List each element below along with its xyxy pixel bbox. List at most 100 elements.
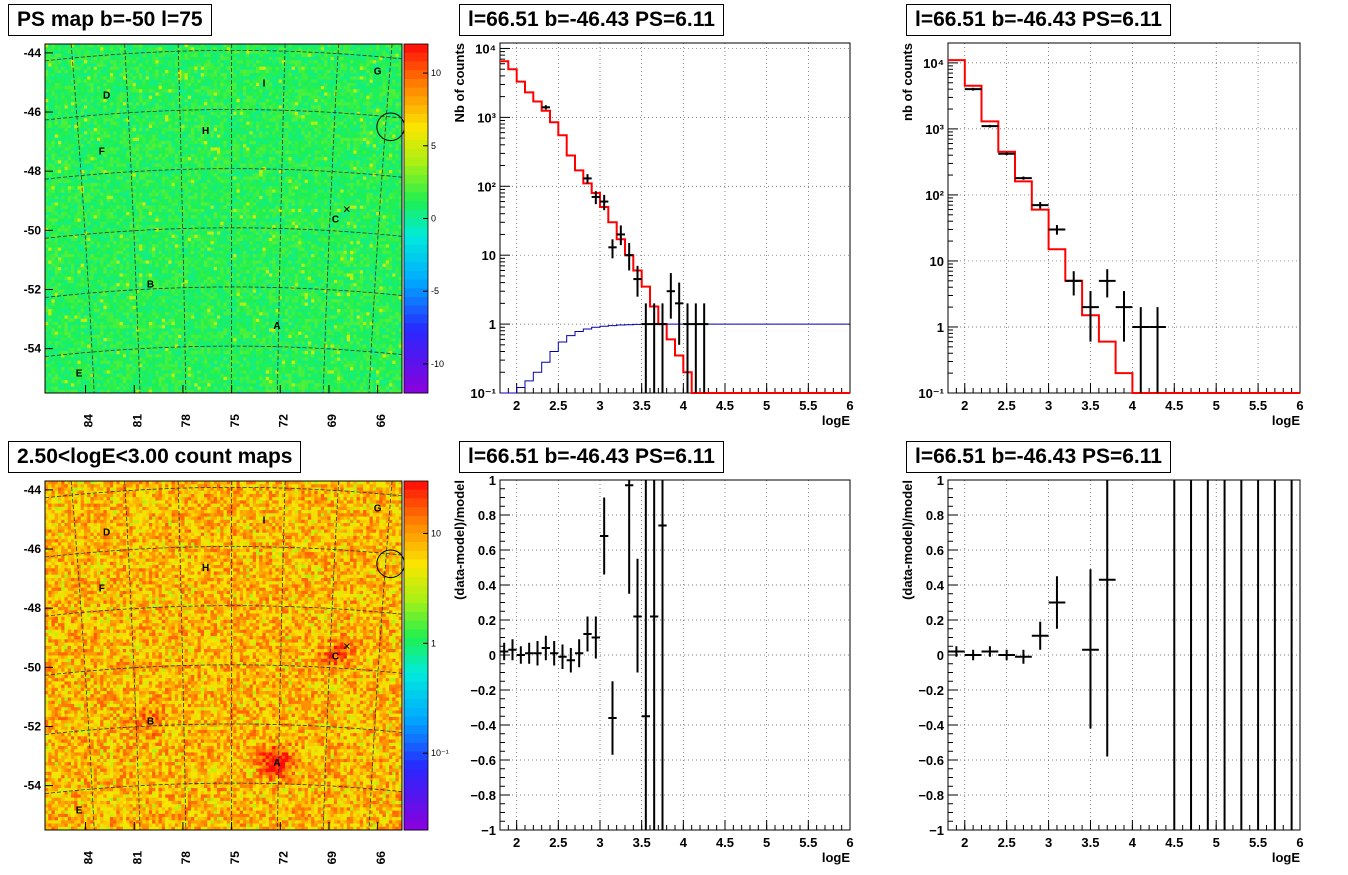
colorbar-frame — [403, 480, 429, 831]
y-tick-label: 0.4 — [478, 578, 497, 593]
colorbar-cell — [404, 349, 428, 359]
colorbar-cell — [404, 786, 428, 796]
data-point — [675, 282, 684, 345]
y-tick-label: 10⁻¹ — [918, 386, 944, 401]
colorbar-cell — [404, 262, 428, 272]
count-map-chart: 84 81 78 75 72 69 66 -44 -46 -48 -50 -52 -54 A B C D E F G H… — [24, 480, 449, 865]
colorbar-cell — [404, 594, 428, 604]
colorbar-cell — [404, 629, 428, 639]
colorbar-cell — [404, 113, 428, 124]
colorbar-cell — [404, 498, 428, 508]
x-tick-label: 75 — [228, 414, 242, 428]
residual-left-title: l=66.51 b=-46.43 PS=6.11 — [459, 441, 724, 473]
colorbar-cell — [404, 821, 428, 831]
map-frame — [44, 43, 403, 394]
data-point — [964, 649, 982, 661]
colorbar-cell — [404, 384, 428, 394]
data-point — [666, 273, 675, 319]
ps-map-title: PS map b=-50 l=75 — [8, 4, 212, 36]
source-label: D — [103, 90, 110, 101]
residual-right-title: l=66.51 b=-46.43 PS=6.11 — [906, 441, 1171, 473]
ps-map-chart: 84 81 78 75 72 69 66-44-46-48-50-52-54ABCDEFGH… — [24, 43, 444, 428]
data-point — [641, 303, 650, 393]
data-point — [516, 646, 525, 664]
colorbar-cell — [404, 489, 428, 499]
x-tick-label: 66 — [374, 851, 388, 865]
x-tick-label: 78 — [179, 851, 193, 865]
colorbar-label: -10 — [431, 359, 444, 369]
data-point — [700, 303, 709, 393]
data-point — [1098, 269, 1116, 298]
x-tick-label: 3.5 — [633, 835, 651, 850]
data-point — [691, 303, 700, 393]
colorbar-cell — [404, 768, 428, 779]
y-tick-label: 1 — [489, 473, 496, 488]
colorbar-cell — [404, 157, 428, 167]
data-point — [658, 480, 667, 830]
source-label: I — [263, 515, 266, 526]
colorbar-cell — [404, 139, 428, 150]
x-tick-label: 2 — [513, 835, 520, 850]
source-label: C — [332, 652, 339, 663]
colorbar-cell — [404, 183, 428, 193]
colorbar-cell — [404, 690, 428, 700]
x-tick-label: 66 — [374, 414, 388, 428]
cross-marker: × — [343, 639, 351, 654]
y-tick-label: −0.4 — [918, 718, 944, 733]
colorbar-cell — [404, 227, 428, 237]
colorbar-cell — [404, 96, 428, 106]
colorbar-cell — [404, 742, 428, 752]
colorbar-label: 10⁻¹ — [431, 748, 449, 758]
cross-marker: × — [343, 202, 351, 217]
data-point — [541, 635, 550, 661]
x-tick-label: 4 — [680, 398, 688, 413]
colorbar-cell — [404, 777, 428, 787]
data-point — [650, 480, 659, 830]
x-tick-label: 5 — [1213, 835, 1220, 850]
map-grid — [45, 44, 402, 393]
colorbar-cell — [404, 244, 428, 254]
data-point — [998, 152, 1016, 156]
y-tick-label: 1 — [937, 473, 944, 488]
data-point — [1082, 569, 1099, 729]
x-tick-label: 81 — [130, 851, 144, 865]
y-tick-label: −1 — [481, 823, 496, 838]
colorbar-cell — [404, 646, 428, 656]
spectrum-left-chart: 2 2.5 3 3.5 4 4.5 5 5.5 6 10⁻¹ 1 10 10² 10³ 10⁴ logE Nb … — [452, 41, 854, 428]
data-point — [1015, 176, 1032, 180]
data-point — [625, 480, 634, 594]
colorbar-cell — [404, 664, 428, 674]
data-point — [608, 239, 617, 259]
y-tick-label: 0.2 — [478, 613, 496, 628]
data-point — [981, 646, 999, 657]
data-point — [650, 303, 659, 393]
data-point — [583, 616, 592, 652]
colorbar-cell — [404, 620, 428, 630]
colorbar-cell — [404, 148, 428, 158]
series-layer — [948, 59, 1300, 394]
plot-frame — [947, 42, 1301, 394]
y-tick-label: -46 — [24, 542, 42, 556]
colorbar-cell — [404, 358, 428, 368]
colorbar-cell — [404, 795, 428, 805]
colorbar-cell — [404, 672, 428, 683]
data-point — [658, 303, 667, 393]
data-point — [1031, 621, 1049, 650]
x-tick-label: 69 — [325, 414, 339, 428]
x-tick-label: 5.5 — [799, 398, 817, 413]
colorbar-cell — [404, 524, 428, 534]
y-tick-label: 1 — [489, 317, 496, 332]
y-tick-label: 10 — [482, 248, 496, 263]
colorbar-cell — [404, 235, 428, 246]
x-tick-label: 5 — [763, 835, 770, 850]
x-tick-label: 4 — [680, 835, 688, 850]
data-point — [948, 646, 965, 657]
minor-ticks — [947, 65, 1301, 393]
data-point — [981, 124, 999, 128]
y-tick-label: -44 — [24, 483, 42, 497]
count-map-title: 2.50<logE<3.00 count maps — [8, 441, 302, 473]
residual-right-chart: 2 2.5 3 3.5 4 4.5 5 5.5 6 1 0.8 0.6 0.4 0.2 0 −0.2 −0.4 −… — [900, 473, 1304, 865]
x-tick-label: 3 — [1045, 835, 1052, 850]
y-tick-label: 10² — [477, 179, 496, 194]
colorbar-cell — [404, 366, 428, 377]
